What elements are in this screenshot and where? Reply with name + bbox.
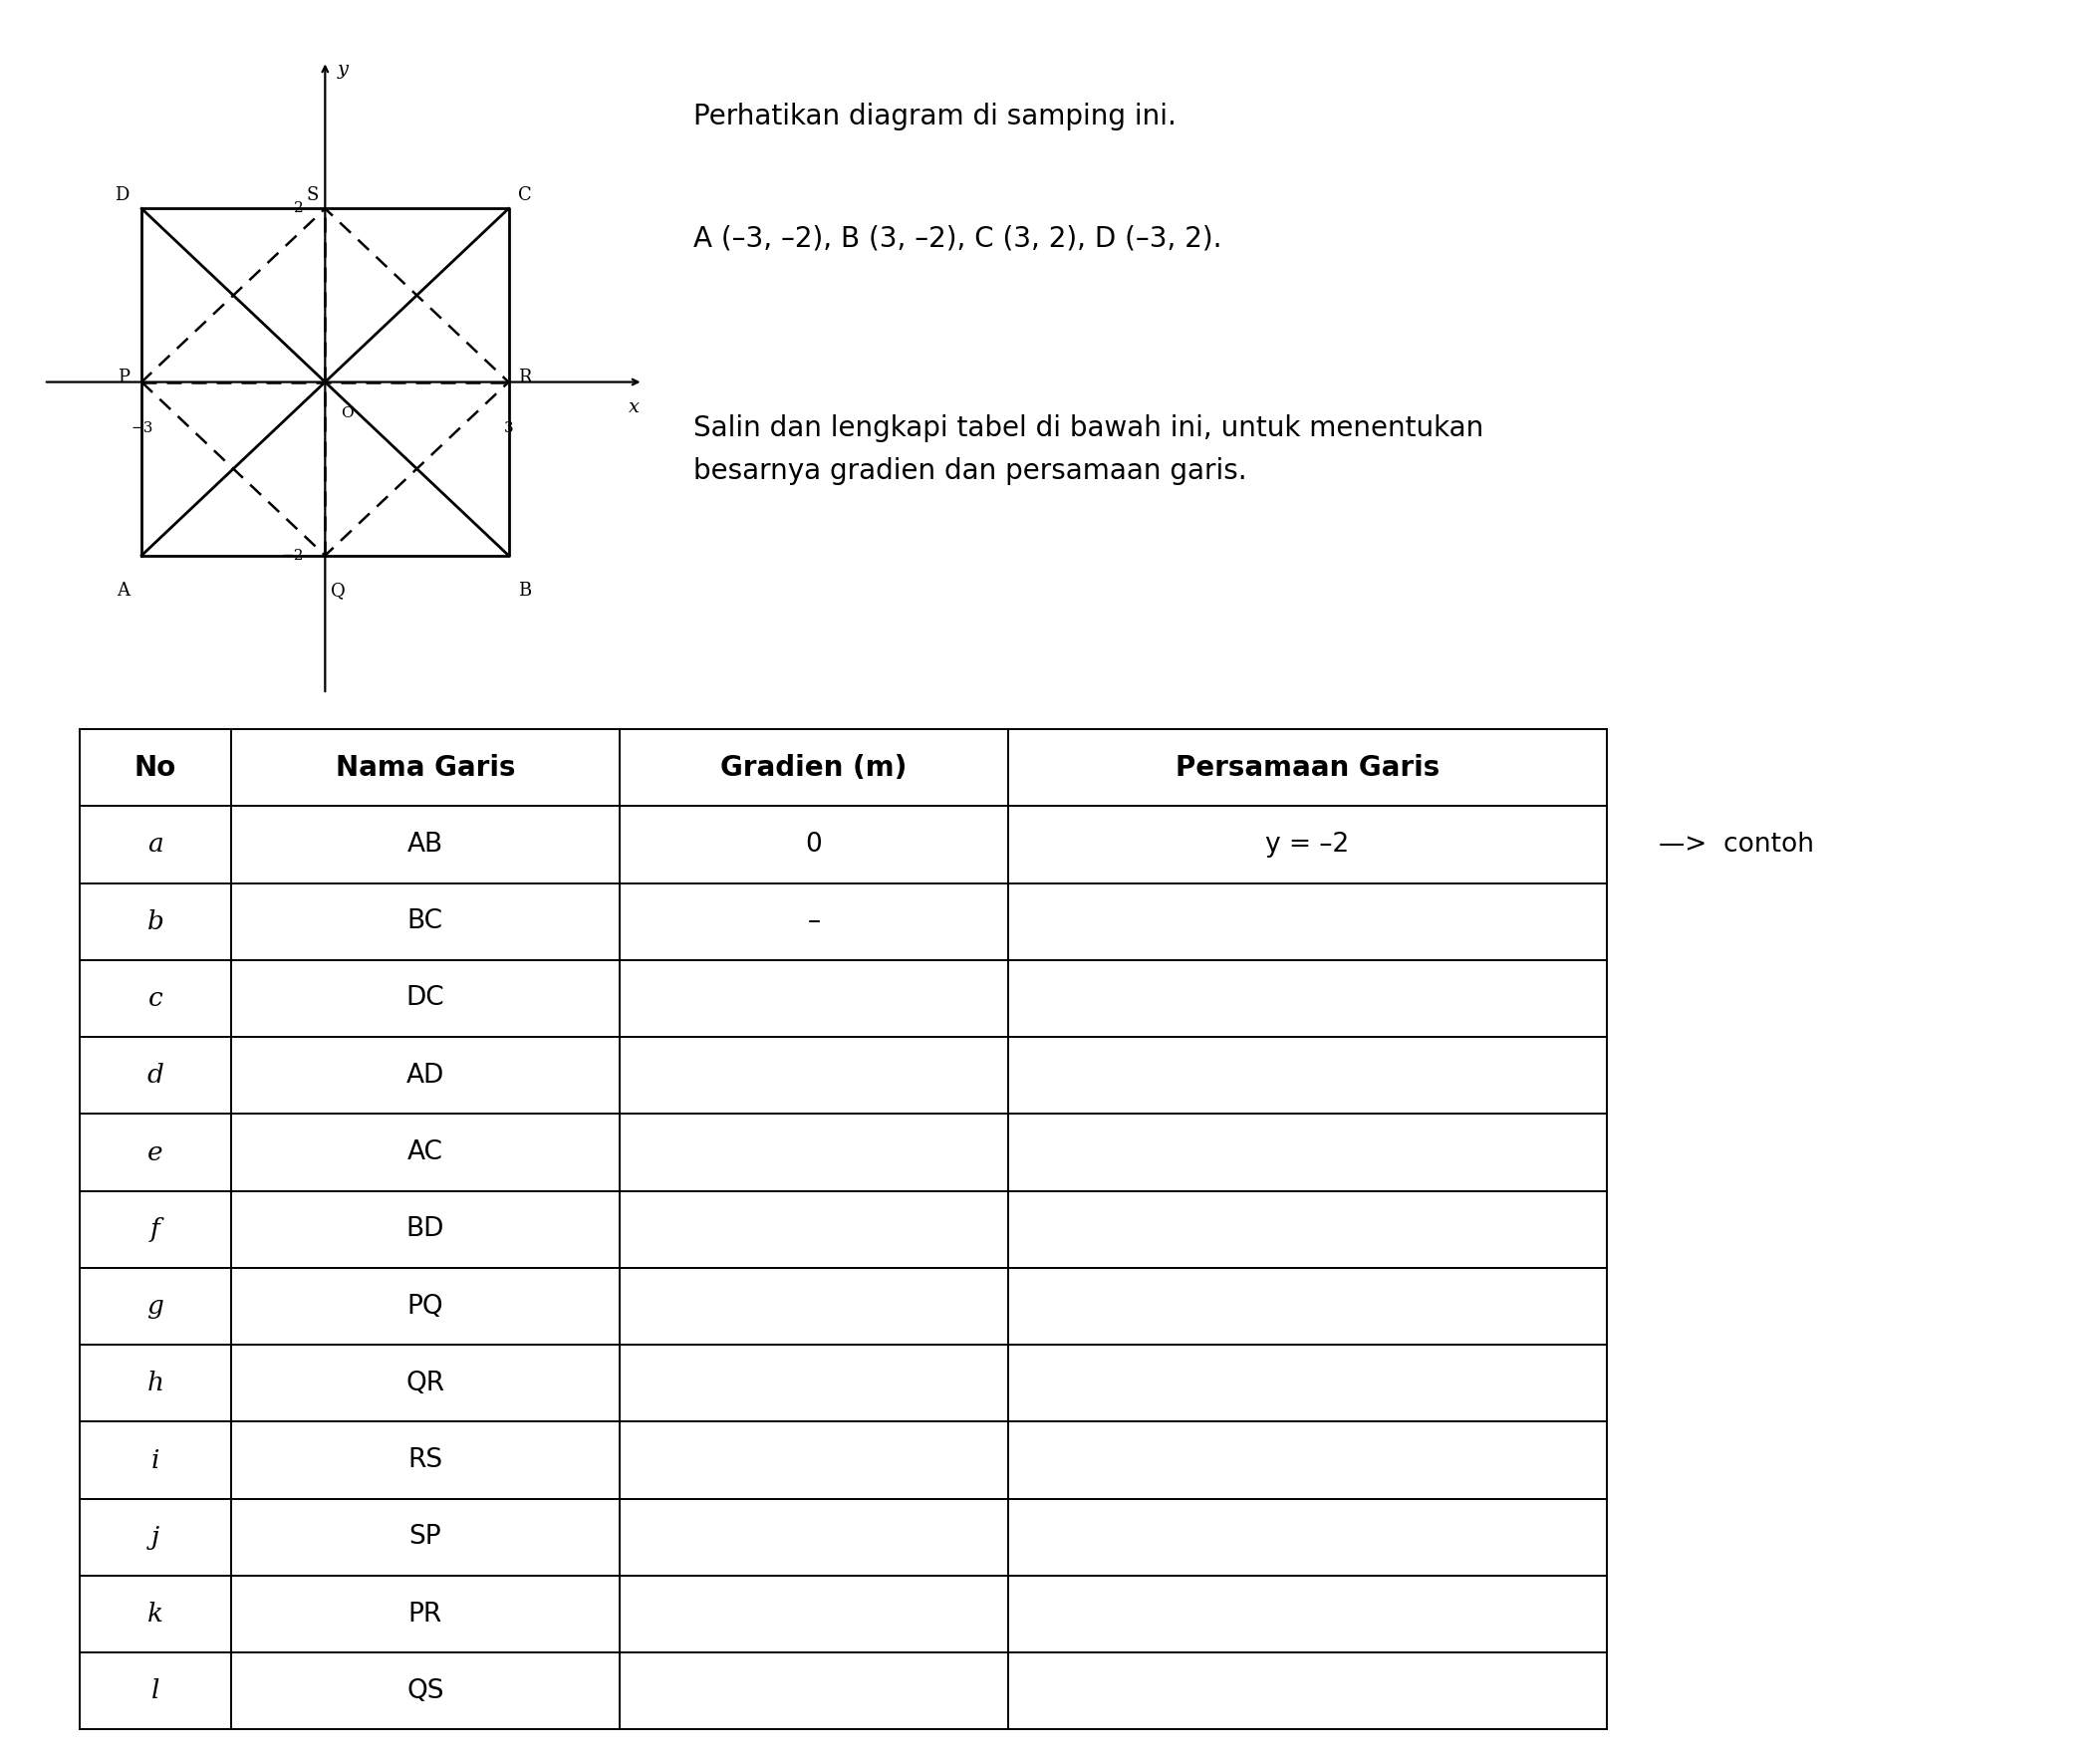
Text: −3: −3 bbox=[130, 422, 153, 436]
Text: j: j bbox=[151, 1525, 160, 1550]
Text: SP: SP bbox=[410, 1525, 441, 1550]
Text: Perhatikan diagram di samping ini.: Perhatikan diagram di samping ini. bbox=[693, 102, 1176, 130]
Text: b: b bbox=[147, 908, 164, 935]
Text: x: x bbox=[628, 399, 641, 416]
Text: h: h bbox=[147, 1370, 164, 1395]
Text: Salin dan lengkapi tabel di bawah ini, untuk menentukan
besarnya gradien dan per: Salin dan lengkapi tabel di bawah ini, u… bbox=[693, 415, 1483, 485]
Text: 0: 0 bbox=[806, 831, 821, 857]
Text: –: – bbox=[806, 908, 821, 935]
Text: B: B bbox=[519, 582, 531, 599]
Text: l: l bbox=[151, 1678, 160, 1704]
Text: R: R bbox=[519, 369, 531, 387]
Text: BD: BD bbox=[405, 1216, 445, 1242]
Text: C: C bbox=[519, 186, 531, 204]
Text: c: c bbox=[149, 986, 162, 1010]
Text: f: f bbox=[151, 1218, 160, 1242]
Text: Persamaan Garis: Persamaan Garis bbox=[1176, 754, 1438, 782]
Text: A (–3, –2), B (3, –2), C (3, 2), D (–3, 2).: A (–3, –2), B (3, –2), C (3, 2), D (–3, … bbox=[693, 225, 1222, 253]
Text: AB: AB bbox=[407, 831, 443, 857]
Text: AD: AD bbox=[405, 1063, 445, 1088]
Text: e: e bbox=[147, 1140, 164, 1165]
Text: d: d bbox=[147, 1063, 164, 1088]
Text: D: D bbox=[116, 186, 130, 204]
Text: 2: 2 bbox=[294, 202, 304, 216]
Text: i: i bbox=[151, 1448, 160, 1472]
Text: DC: DC bbox=[405, 986, 445, 1012]
Text: PQ: PQ bbox=[407, 1293, 443, 1320]
Text: O: O bbox=[340, 406, 353, 420]
Text: P: P bbox=[118, 369, 130, 387]
Text: BC: BC bbox=[407, 908, 443, 935]
Text: k: k bbox=[147, 1602, 164, 1627]
Text: y: y bbox=[338, 61, 349, 79]
Text: g: g bbox=[147, 1293, 164, 1320]
Text: 3: 3 bbox=[504, 422, 512, 436]
Text: Gradien (m): Gradien (m) bbox=[720, 754, 907, 782]
Text: QR: QR bbox=[405, 1370, 445, 1397]
Text: a: a bbox=[147, 833, 164, 857]
Text: AC: AC bbox=[407, 1140, 443, 1165]
Text: RS: RS bbox=[407, 1448, 443, 1472]
Text: −2: −2 bbox=[281, 548, 304, 562]
Text: Nama Garis: Nama Garis bbox=[336, 754, 514, 782]
Text: A: A bbox=[116, 582, 130, 599]
Text: QS: QS bbox=[407, 1678, 443, 1704]
Text: —>  contoh: —> contoh bbox=[1659, 831, 1814, 857]
Text: y = –2: y = –2 bbox=[1266, 831, 1348, 857]
Text: No: No bbox=[134, 754, 176, 782]
Text: S: S bbox=[307, 186, 319, 204]
Text: Q: Q bbox=[332, 582, 347, 599]
Text: PR: PR bbox=[407, 1601, 443, 1627]
